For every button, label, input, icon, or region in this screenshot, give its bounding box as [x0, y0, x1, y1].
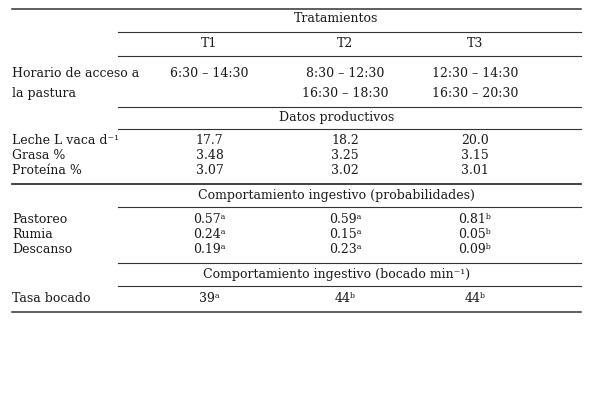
Text: Comportamiento ingestivo (probabilidades): Comportamiento ingestivo (probabilidades… — [198, 189, 475, 202]
Text: 3.01: 3.01 — [461, 164, 489, 177]
Text: 0.15ᵃ: 0.15ᵃ — [329, 228, 362, 241]
Text: 0.19ᵃ: 0.19ᵃ — [193, 243, 226, 256]
Text: 16:30 – 18:30: 16:30 – 18:30 — [302, 86, 388, 100]
Text: 0.59ᵃ: 0.59ᵃ — [329, 213, 362, 226]
Text: 8:30 – 12:30: 8:30 – 12:30 — [306, 67, 384, 80]
Text: 44ᵇ: 44ᵇ — [335, 292, 356, 305]
Text: 0.05ᵇ: 0.05ᵇ — [458, 228, 491, 241]
Text: 16:30 – 20:30: 16:30 – 20:30 — [432, 86, 518, 100]
Text: 0.81ᵇ: 0.81ᵇ — [458, 213, 491, 226]
Text: T1: T1 — [201, 37, 218, 50]
Text: Datos productivos: Datos productivos — [278, 111, 394, 124]
Text: 3.02: 3.02 — [331, 164, 359, 177]
Text: Rumia: Rumia — [12, 228, 53, 241]
Text: 18.2: 18.2 — [331, 134, 359, 147]
Text: 0.57ᵃ: 0.57ᵃ — [193, 213, 226, 226]
Text: 0.09ᵇ: 0.09ᵇ — [458, 243, 491, 256]
Text: 3.25: 3.25 — [332, 149, 359, 162]
Text: Tasa bocado: Tasa bocado — [12, 292, 90, 305]
Text: T2: T2 — [337, 37, 353, 50]
Text: Pastoreo: Pastoreo — [12, 213, 67, 226]
Text: 3.07: 3.07 — [195, 164, 224, 177]
Text: 20.0: 20.0 — [461, 134, 489, 147]
Text: 0.24ᵃ: 0.24ᵃ — [193, 228, 226, 241]
Text: 17.7: 17.7 — [196, 134, 223, 147]
Text: Horario de acceso a: Horario de acceso a — [12, 67, 139, 80]
Text: Descanso: Descanso — [12, 243, 72, 256]
Text: 0.23ᵃ: 0.23ᵃ — [329, 243, 362, 256]
Text: Grasa %: Grasa % — [12, 149, 65, 162]
Text: 12:30 – 14:30: 12:30 – 14:30 — [432, 67, 518, 80]
Text: 3.48: 3.48 — [195, 149, 224, 162]
Text: Proteína %: Proteína % — [12, 164, 81, 177]
Text: 39ᵃ: 39ᵃ — [199, 292, 220, 305]
Text: Leche L vaca d⁻¹: Leche L vaca d⁻¹ — [12, 134, 119, 147]
Text: Comportamiento ingestivo (bocado min⁻¹): Comportamiento ingestivo (bocado min⁻¹) — [203, 268, 470, 281]
Text: T3: T3 — [467, 37, 483, 50]
Text: 6:30 – 14:30: 6:30 – 14:30 — [170, 67, 249, 80]
Text: Tratamientos: Tratamientos — [294, 12, 379, 25]
Text: la pastura: la pastura — [12, 86, 76, 100]
Text: 44ᵇ: 44ᵇ — [464, 292, 486, 305]
Text: 3.15: 3.15 — [461, 149, 489, 162]
